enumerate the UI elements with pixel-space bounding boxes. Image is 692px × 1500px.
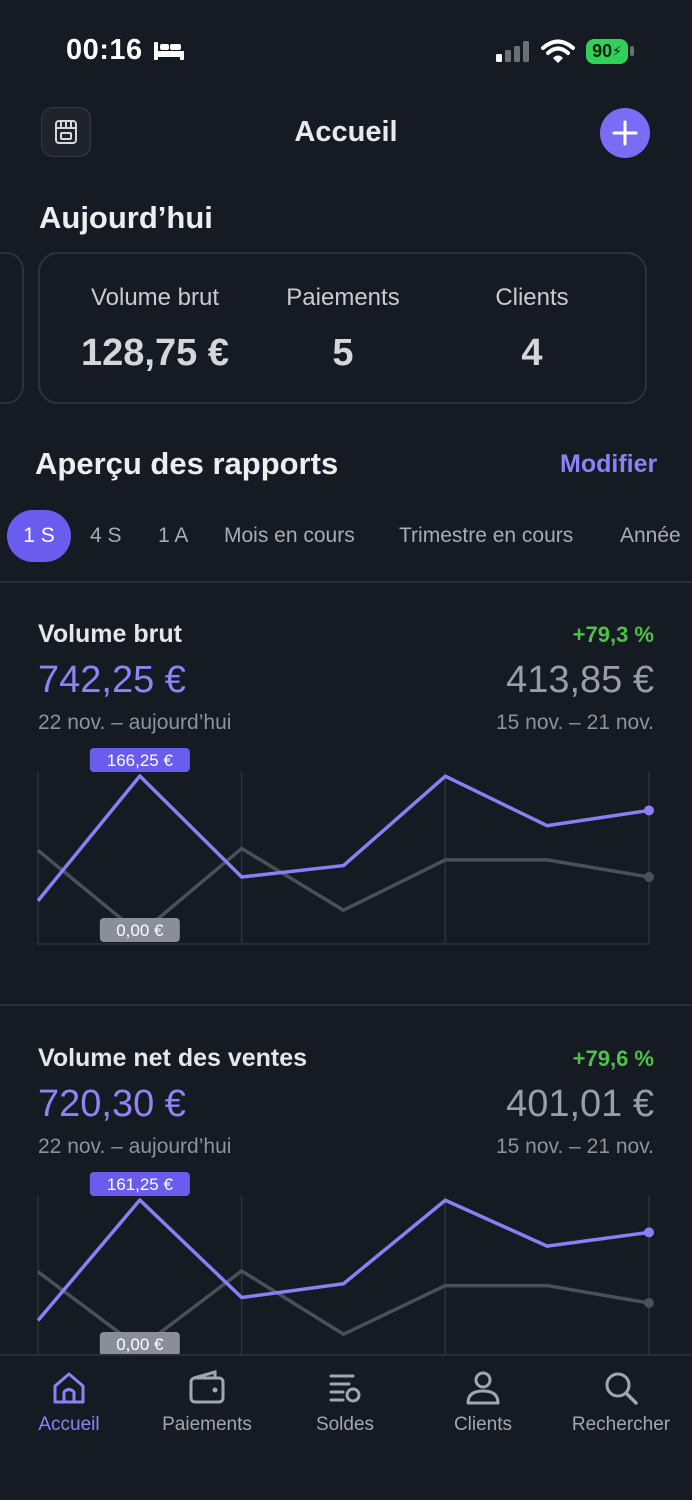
metric-current-range: 22 nov. – aujourd’hui bbox=[38, 711, 232, 734]
stat-payments: Paiements 5 bbox=[248, 284, 438, 375]
current-series-line bbox=[36, 774, 650, 902]
battery-icon: 90 ⚡ bbox=[586, 39, 628, 64]
max-value-badge bbox=[89, 1172, 190, 1196]
today-title: Aujourd’hui bbox=[39, 200, 213, 235]
nav-payments[interactable]: Paiements bbox=[138, 1368, 276, 1436]
search-icon bbox=[605, 1372, 638, 1405]
tab-current-quarter[interactable]: Trimestre en cours bbox=[399, 524, 574, 547]
min-value-label: 0,00 € bbox=[116, 1335, 164, 1354]
tab-1-year[interactable]: 1 A bbox=[158, 524, 189, 547]
current-series-point bbox=[644, 805, 654, 816]
gross-volume-chart[interactable]: 166,25 € 0,00 € bbox=[0, 740, 692, 955]
status-time: 00:16 bbox=[66, 34, 143, 66]
metric-title: Volume net des ventes bbox=[38, 1044, 307, 1073]
period-tabs: 1 S 4 S 1 A Mois en cours Trimestre en c… bbox=[0, 510, 692, 562]
bottom-nav: Accueil Paiements Soldes Clients Recherc… bbox=[0, 1354, 692, 1500]
divider bbox=[0, 1004, 692, 1006]
signal-icon bbox=[496, 41, 529, 62]
nav-label: Clients bbox=[453, 1414, 513, 1435]
metric-title-text: Volume net des ventes bbox=[38, 1044, 308, 1072]
max-value-label: 166,25 € bbox=[107, 751, 174, 770]
person-icon bbox=[466, 1371, 500, 1405]
stat-label: Paiements bbox=[286, 284, 400, 311]
nav-label: Paiements bbox=[162, 1414, 252, 1435]
battery-cap bbox=[630, 46, 634, 56]
metric-previous-range: 15 nov. – 21 nov. bbox=[495, 711, 654, 734]
metric-current-value: 742,25 € bbox=[38, 659, 186, 701]
nav-home[interactable]: Accueil bbox=[0, 1368, 138, 1436]
balances-icon bbox=[329, 1374, 361, 1403]
metric-current-range: 22 nov. – aujourd’hui bbox=[38, 1135, 232, 1158]
home-icon bbox=[53, 1372, 85, 1404]
tab-current-month[interactable]: Mois en cours bbox=[224, 524, 355, 547]
stat-value: 4 bbox=[521, 332, 543, 374]
divider bbox=[0, 581, 692, 583]
previous-series-point bbox=[644, 871, 654, 882]
metric-title: Volume brut bbox=[38, 620, 182, 649]
metric-current-value: 720,30 € bbox=[38, 1083, 186, 1125]
battery-level: 90 bbox=[592, 41, 613, 61]
store-icon bbox=[55, 120, 77, 144]
tab-1-week[interactable]: 1 S bbox=[7, 510, 71, 562]
previous-series-point bbox=[644, 1298, 654, 1309]
reports-title: Aperçu des rapports bbox=[35, 446, 339, 481]
min-value-badge bbox=[99, 1332, 180, 1354]
tab-year[interactable]: Année bbox=[620, 524, 681, 547]
edit-reports-link[interactable]: Modifier bbox=[560, 450, 658, 478]
nav-label: Soldes bbox=[315, 1414, 375, 1435]
metric-previous-value: 401,01 € bbox=[506, 1083, 654, 1125]
metric-title-text: Volume brut bbox=[38, 620, 182, 648]
min-value-badge bbox=[99, 918, 180, 942]
stat-clients: Clients 4 bbox=[437, 284, 627, 375]
stat-label: Volume brut bbox=[90, 284, 220, 311]
metric-previous-value: 413,85 € bbox=[506, 659, 654, 701]
nav-label: Rechercher bbox=[571, 1414, 671, 1435]
max-value-badge bbox=[89, 748, 190, 772]
stat-value: 128,75 € bbox=[81, 332, 229, 374]
stat-gross-volume: Volume brut 128,75 € bbox=[60, 284, 250, 375]
metric-change: +79,3 % bbox=[572, 622, 654, 647]
stat-label: Clients bbox=[495, 284, 569, 311]
page-title: Accueil bbox=[294, 116, 398, 148]
nav-label: Accueil bbox=[38, 1414, 100, 1435]
metric-previous-range: 15 nov. – 21 nov. bbox=[495, 1135, 654, 1158]
current-series-point bbox=[644, 1227, 654, 1238]
plus-icon bbox=[612, 120, 638, 146]
nav-balances[interactable]: Soldes bbox=[276, 1368, 414, 1436]
min-value-label: 0,00 € bbox=[116, 921, 164, 940]
current-series-line bbox=[36, 1198, 650, 1322]
nav-search[interactable]: Rechercher bbox=[552, 1368, 690, 1436]
net-sales-chart[interactable]: 161,25 € 0,00 € bbox=[0, 1164, 692, 1354]
nav-clients[interactable]: Clients bbox=[414, 1368, 552, 1436]
wallet-icon bbox=[189, 1370, 225, 1404]
sleep-bed-icon bbox=[154, 42, 184, 60]
previous-card-peek[interactable] bbox=[0, 252, 24, 404]
today-summary-card[interactable]: Volume brut 128,75 € Paiements 5 Clients… bbox=[38, 252, 647, 404]
max-value-label: 161,25 € bbox=[107, 1175, 174, 1194]
store-button[interactable] bbox=[41, 107, 91, 157]
tab-4-weeks[interactable]: 4 S bbox=[90, 524, 122, 547]
stat-value: 5 bbox=[332, 332, 354, 374]
wifi-icon bbox=[541, 39, 575, 63]
add-button[interactable] bbox=[600, 108, 650, 158]
metric-change: +79,6 % bbox=[572, 1046, 654, 1071]
